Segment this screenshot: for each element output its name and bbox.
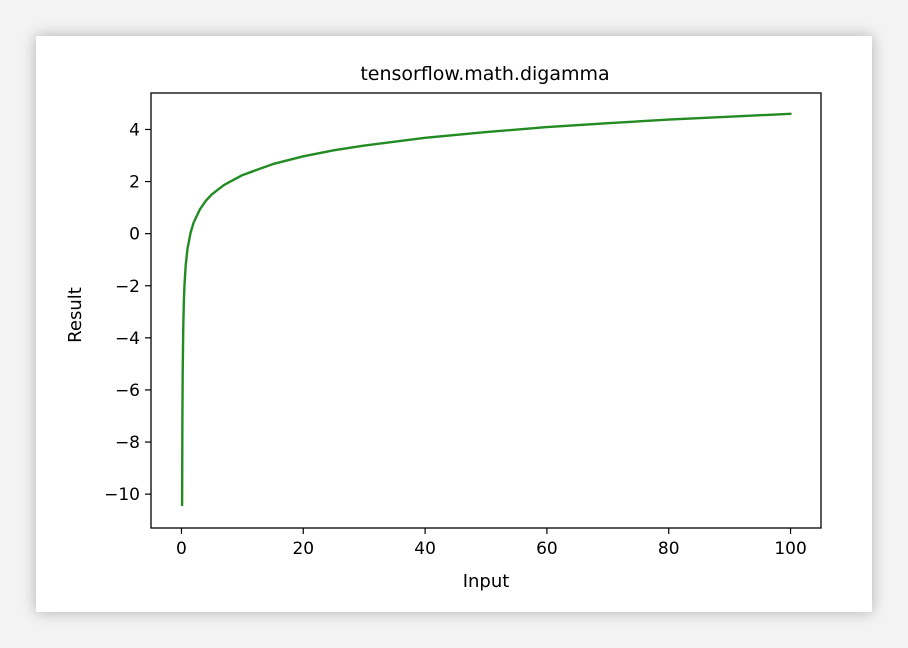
- chart-title: tensorflow.math.digamma: [360, 63, 609, 85]
- x-tick-label: 20: [292, 539, 314, 559]
- series-line: [180, 112, 792, 507]
- x-tick-label: 60: [536, 539, 558, 559]
- y-tick-label: −2: [115, 277, 140, 297]
- figure: tensorflow.math.digamma 4 2 0 −2 −4 −6 −8 −10 0…: [36, 36, 872, 612]
- y-tick-label: 4: [129, 120, 140, 140]
- y-axis-label: Result: [65, 287, 86, 343]
- x-tick-label: 0: [176, 539, 187, 559]
- y-axis-ticks: 4 2 0 −2 −4 −6 −8 −10: [104, 120, 151, 505]
- y-tick-label: −8: [115, 433, 140, 453]
- x-tick-label: 100: [774, 539, 806, 559]
- y-tick-label: −4: [115, 329, 140, 349]
- y-tick-label: 0: [129, 225, 140, 245]
- x-tick-label: 40: [414, 539, 436, 559]
- x-axis-ticks: 0 20 40 60 80 100: [176, 528, 807, 559]
- digamma-chart: tensorflow.math.digamma 420−2−4−6−8−10 0…: [65, 63, 822, 592]
- y-tick-label: 2: [129, 173, 140, 193]
- x-tick-label: 80: [658, 539, 680, 559]
- plot-area-frame: [150, 92, 822, 529]
- x-axis-label: Input: [463, 571, 510, 592]
- y-tick-label: −10: [104, 485, 140, 505]
- y-tick-label: −6: [115, 381, 140, 401]
